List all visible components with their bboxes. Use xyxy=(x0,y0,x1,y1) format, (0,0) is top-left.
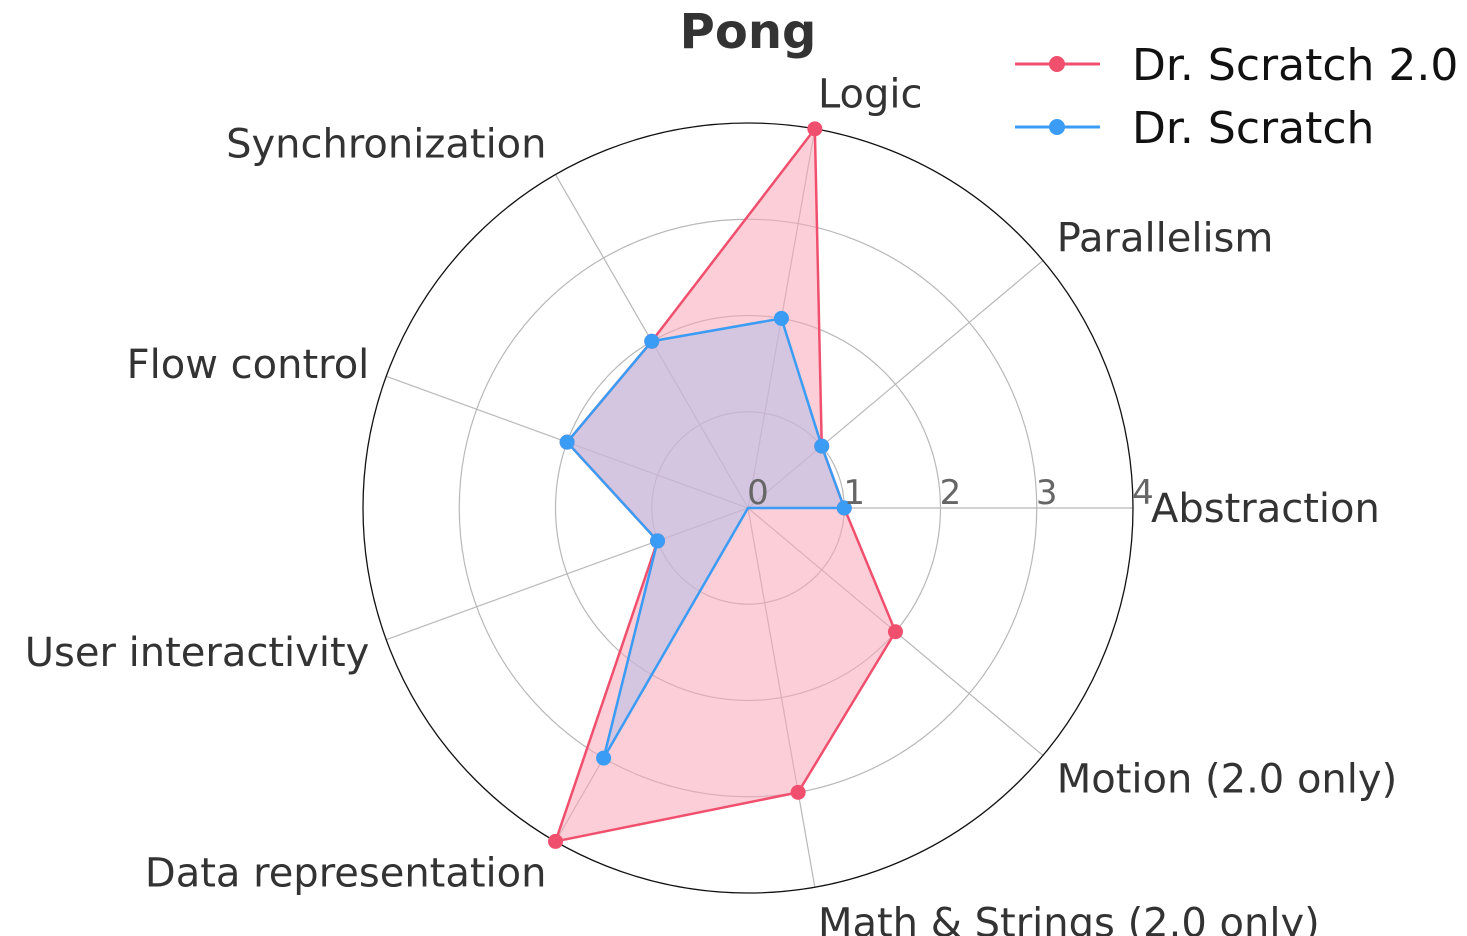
radial-tick-2: 2 xyxy=(940,473,962,513)
radial-tick-0: 0 xyxy=(747,473,769,513)
series-1-point-6 xyxy=(548,833,563,849)
category-labels: Abstraction Parallelism Logic Synchronizati… xyxy=(25,71,1397,936)
radial-tick-4: 4 xyxy=(1132,473,1154,513)
category-label-1: Parallelism xyxy=(1057,215,1274,261)
category-label-5: User interactivity xyxy=(25,630,370,676)
series-2-point-1 xyxy=(814,438,830,454)
category-label-6: Data representation xyxy=(145,851,547,897)
category-label-3: Synchronization xyxy=(226,121,546,167)
legend-marker-series-2 xyxy=(1049,119,1065,135)
legend-marker-series-1 xyxy=(1049,56,1065,72)
radial-tick-labels: 0 1 2 3 4 xyxy=(747,473,1154,513)
series-2-point-6 xyxy=(596,750,612,766)
chart-title: Pong xyxy=(680,4,817,60)
series-2-point-3 xyxy=(644,333,660,349)
legend-label-series-1: Dr. Scratch 2.0 xyxy=(1132,40,1458,91)
radial-tick-3: 3 xyxy=(1036,473,1058,513)
series-2-point-5 xyxy=(650,533,666,549)
radar-series xyxy=(548,121,903,849)
category-label-8: Motion (2.0 only) xyxy=(1057,757,1397,803)
legend-label-series-2: Dr. Scratch xyxy=(1132,103,1374,154)
series-2-point-4 xyxy=(559,434,575,450)
category-label-7: Math & Strings (2.0 only) xyxy=(818,901,1320,936)
series-area-2 xyxy=(567,318,845,759)
category-label-2: Logic xyxy=(818,71,923,117)
series-1-point-2 xyxy=(807,121,823,137)
radial-tick-1: 1 xyxy=(843,473,865,513)
series-1-point-7 xyxy=(790,784,806,800)
series-2-point-0 xyxy=(836,500,852,516)
outer-ring xyxy=(362,122,1134,894)
category-label-0: Abstraction xyxy=(1151,486,1380,532)
series-2-point-2 xyxy=(773,310,789,326)
legend: Dr. Scratch 2.0 Dr. Scratch xyxy=(1015,40,1458,154)
series-1-point-8 xyxy=(887,624,903,640)
category-label-4: Flow control xyxy=(127,342,370,388)
